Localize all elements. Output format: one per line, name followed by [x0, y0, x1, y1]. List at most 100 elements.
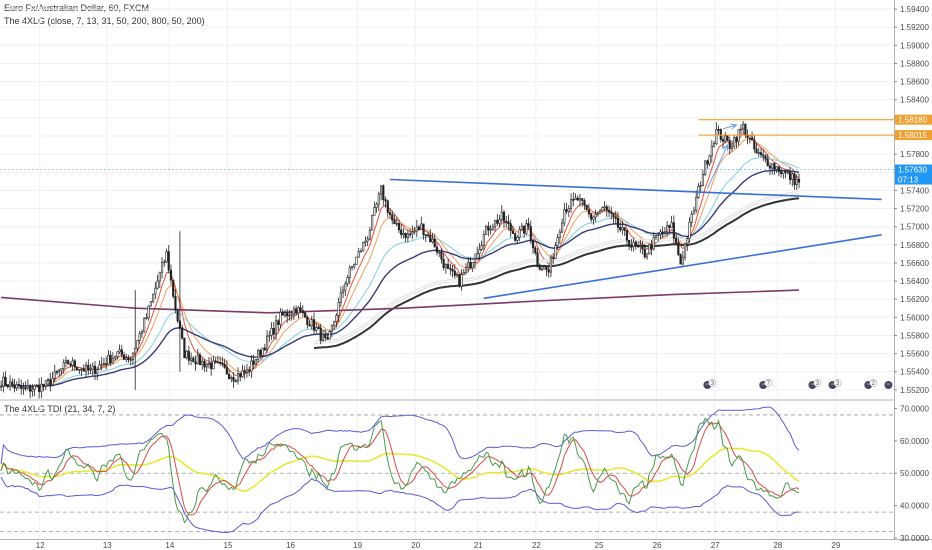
tdi-tick-label: 40.0000	[900, 502, 929, 511]
candle-body	[192, 357, 195, 363]
candle-body	[728, 140, 731, 149]
candle-body	[563, 209, 566, 224]
candle-body	[221, 362, 224, 365]
candle-body	[357, 251, 360, 258]
candle-body	[105, 363, 108, 365]
price-tick-label: 1.57800	[900, 150, 929, 159]
candle-body	[310, 319, 313, 327]
candle-body	[780, 171, 783, 174]
candle-body	[543, 266, 546, 270]
candle-body	[455, 273, 459, 276]
economic-event-icon[interactable]: 3	[827, 379, 842, 390]
candle-body	[426, 234, 430, 237]
candle-body	[76, 366, 79, 371]
candle-body	[511, 230, 515, 234]
candle-body	[270, 327, 273, 336]
candle-body	[145, 317, 148, 320]
economic-event-icon[interactable]: 7	[758, 379, 773, 390]
candle-body	[590, 213, 593, 220]
candle-body	[324, 333, 327, 338]
economic-event-icon[interactable]: 2	[863, 379, 878, 390]
candle-body	[127, 357, 130, 361]
candle-body	[529, 226, 532, 241]
date-tick-label: 26	[653, 541, 662, 550]
candle-body	[263, 347, 266, 351]
tdi-upper-band	[0, 406, 800, 465]
candle-body	[668, 225, 671, 228]
date-tick-label: 13	[103, 541, 112, 550]
candle-body	[69, 363, 72, 366]
tdi-legend: The 4XLG TDI (21, 34, 7, 2)	[4, 404, 116, 414]
candle-body	[652, 236, 655, 250]
candle-body	[402, 233, 405, 235]
tdi-tick-label: 60.0000	[900, 437, 929, 446]
candle-body	[661, 231, 664, 234]
tdi-panel	[0, 406, 894, 534]
candle-body	[44, 380, 47, 387]
candle-body	[576, 197, 579, 201]
price-tick-label: 1.55600	[900, 350, 929, 359]
candle-body	[203, 360, 206, 368]
candle-body	[31, 389, 34, 392]
candle-body	[406, 233, 409, 239]
candle-body	[154, 287, 157, 295]
candle-body	[114, 356, 117, 359]
candle-body	[498, 219, 501, 224]
price-tick-label: 1.57200	[900, 205, 929, 214]
candle-body	[552, 257, 555, 259]
ema-31-line	[0, 156, 800, 388]
price-tick-label: 1.57400	[900, 186, 929, 195]
economic-event-icon[interactable]	[883, 380, 894, 390]
event-count-label: 3	[836, 381, 840, 387]
candle-body	[496, 219, 499, 224]
candle-body	[250, 360, 253, 372]
candle-body	[196, 354, 199, 365]
candle-body	[391, 214, 394, 221]
candle-body	[299, 307, 302, 311]
symbol-legend: Euro Fx/Australian Dollar, 60, FXCM	[4, 3, 150, 13]
candle-body	[791, 173, 794, 180]
candle-body	[73, 360, 76, 368]
tdi-rsi-line	[0, 417, 800, 524]
candle-body	[364, 240, 367, 243]
candle-body	[172, 279, 175, 297]
candle-body	[581, 198, 584, 201]
candle-body	[610, 211, 613, 214]
candle-body	[686, 238, 689, 245]
candle-body	[594, 214, 597, 218]
candle-body	[268, 334, 271, 337]
candle-body	[569, 199, 573, 209]
candle-body	[107, 354, 110, 365]
candle-body	[362, 242, 365, 252]
candle-body	[654, 235, 658, 238]
candle-body	[619, 227, 622, 231]
event-flag-half	[886, 383, 891, 385]
candle-body	[55, 371, 59, 373]
candle-body	[116, 351, 119, 358]
candle-body	[178, 320, 181, 328]
economic-event-icon[interactable]: 3	[702, 379, 717, 390]
candle-body	[628, 240, 631, 247]
candles	[0, 121, 801, 399]
candle-body	[306, 316, 309, 325]
candle-body	[639, 245, 642, 248]
candle-body	[500, 211, 503, 220]
event-markers[interactable]: 3 7 3 3 2	[702, 379, 894, 390]
economic-event-icon[interactable]: 3	[807, 379, 822, 390]
drawings	[0, 119, 894, 300]
candle-body	[265, 335, 269, 351]
candle-body	[194, 361, 197, 365]
candle-body	[174, 295, 177, 311]
candle-body	[317, 327, 320, 329]
candle-body	[17, 384, 21, 386]
candle-body	[514, 233, 517, 241]
indicator-legend: The 4XLG (close, 7, 13, 31, 50, 200, 800…	[4, 16, 205, 26]
candle-body	[567, 208, 570, 212]
candle-body	[616, 218, 620, 228]
candle-body	[257, 350, 260, 360]
candle-body	[223, 363, 226, 368]
candle-body	[554, 245, 557, 259]
candle-body	[245, 369, 249, 373]
candle-body	[469, 261, 472, 269]
